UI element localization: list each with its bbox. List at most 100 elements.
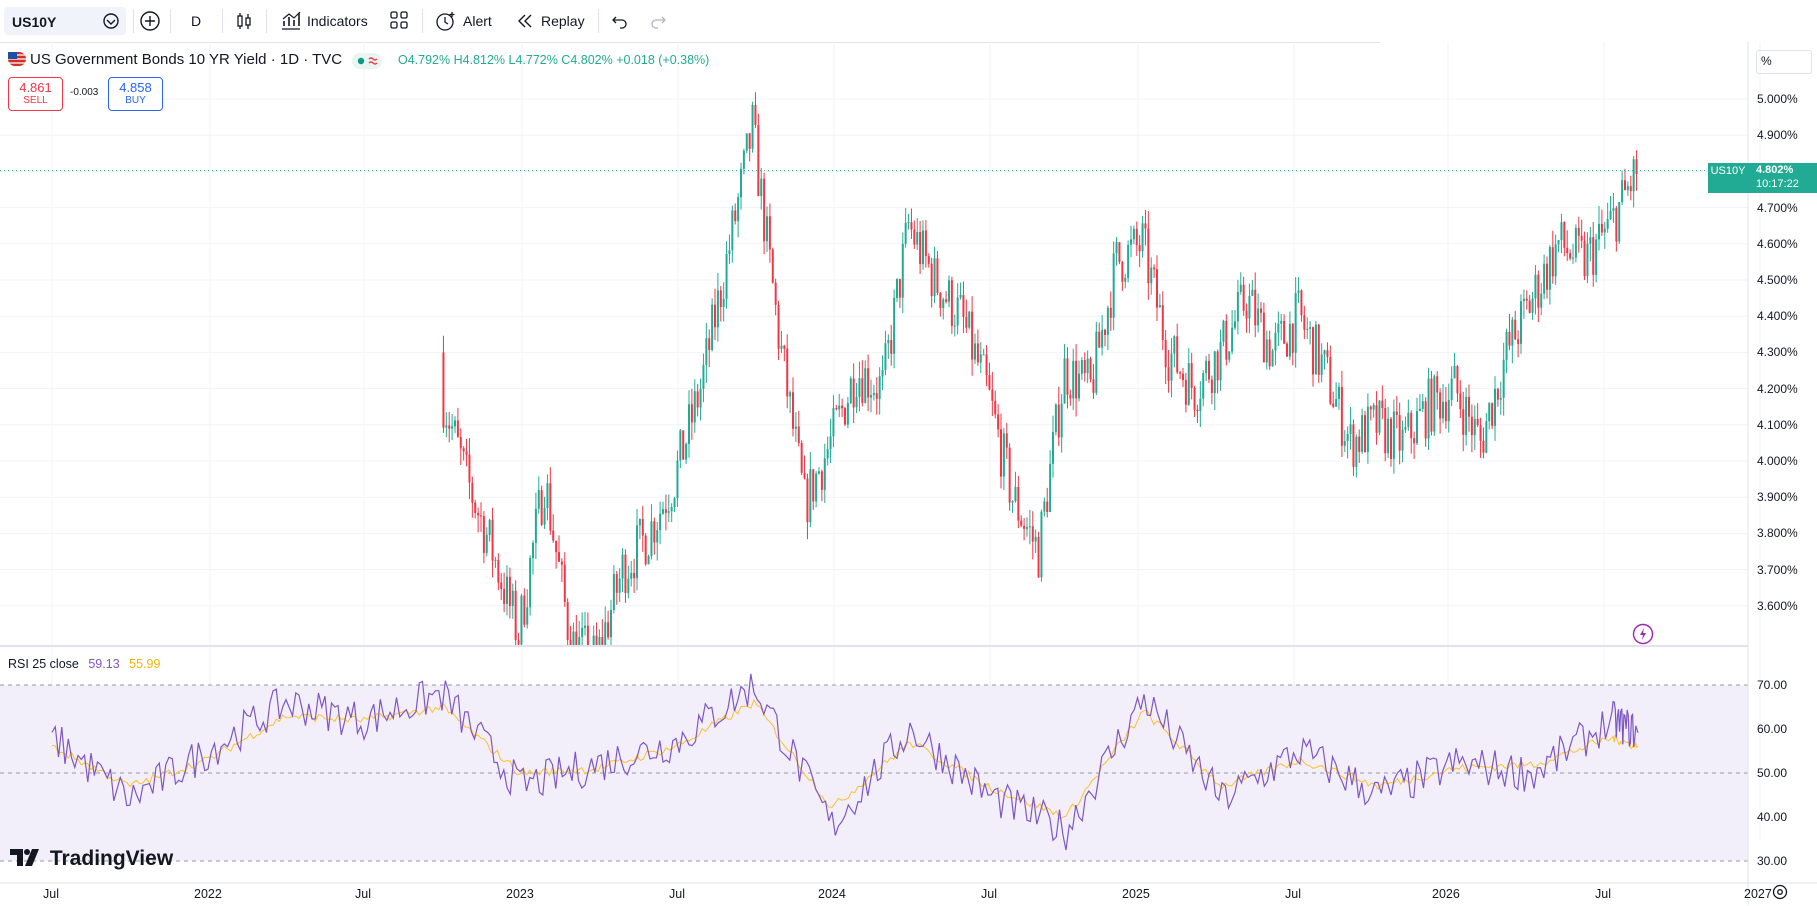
market-status-badge[interactable] bbox=[352, 53, 382, 69]
candle-body bbox=[1150, 267, 1153, 284]
replay-icon[interactable] bbox=[515, 11, 535, 36]
toolbar-separator bbox=[133, 9, 134, 33]
candle-body bbox=[942, 299, 945, 309]
candle-body bbox=[1297, 290, 1300, 294]
candles-icon[interactable] bbox=[233, 10, 255, 37]
candle-body bbox=[913, 229, 916, 245]
time-tick-label: 2026 bbox=[1432, 887, 1460, 901]
candle-body bbox=[1421, 401, 1424, 409]
candle-body bbox=[832, 408, 835, 437]
candle-body bbox=[803, 472, 806, 479]
candle-body bbox=[1000, 429, 1002, 477]
candle-body bbox=[988, 375, 991, 390]
sell-button[interactable]: 4.861 SELL bbox=[8, 77, 63, 111]
candle-body bbox=[1450, 378, 1453, 401]
candle-body bbox=[910, 222, 913, 230]
candle-body bbox=[1615, 208, 1618, 242]
candle-body bbox=[676, 460, 679, 499]
candle-body bbox=[636, 525, 638, 579]
settings-gear-icon[interactable] bbox=[1771, 883, 1789, 906]
candle-body bbox=[514, 590, 517, 640]
candle-body bbox=[971, 311, 974, 360]
chart-canvas[interactable] bbox=[0, 42, 1817, 905]
candle-body bbox=[809, 469, 812, 523]
symbol-search-box[interactable] bbox=[4, 7, 126, 35]
candle-body bbox=[1228, 351, 1231, 360]
indicators-button[interactable]: Indicators bbox=[307, 13, 368, 29]
spread-value: -0.003 bbox=[70, 87, 99, 98]
alert-clock-icon[interactable] bbox=[434, 9, 458, 38]
price-tick-label: 3.900% bbox=[1757, 490, 1798, 505]
candle-body bbox=[1277, 323, 1280, 333]
candle-body bbox=[1603, 228, 1606, 233]
layouts-grid-icon[interactable] bbox=[388, 9, 410, 36]
candle-body bbox=[893, 297, 896, 354]
tradingview-logo[interactable]: TradingView bbox=[10, 847, 173, 871]
candle-body bbox=[711, 304, 714, 350]
candle-body bbox=[968, 311, 971, 328]
candle-body bbox=[904, 222, 907, 244]
candle-body bbox=[1609, 210, 1612, 219]
candle-body bbox=[1075, 360, 1078, 399]
candle-body bbox=[1378, 400, 1381, 433]
interval-button[interactable]: D bbox=[191, 13, 202, 29]
candle-body bbox=[806, 478, 809, 523]
candle-body bbox=[482, 515, 485, 553]
candle-body bbox=[1028, 526, 1031, 528]
buy-button[interactable]: 4.858 BUY bbox=[108, 77, 163, 111]
candle-body bbox=[1511, 319, 1514, 346]
candle-body bbox=[1043, 501, 1046, 512]
candle-body bbox=[641, 518, 644, 536]
redo-icon[interactable] bbox=[648, 11, 668, 36]
candle-body bbox=[1488, 403, 1491, 422]
candle-body bbox=[1170, 353, 1173, 381]
candle-body bbox=[569, 639, 572, 646]
candle-body bbox=[1473, 418, 1476, 436]
candle-body bbox=[572, 631, 575, 646]
broker-icon[interactable] bbox=[101, 11, 121, 36]
us-flag-icon bbox=[8, 52, 26, 71]
add-symbol-icon[interactable] bbox=[139, 10, 161, 37]
candle-body bbox=[1517, 339, 1520, 344]
candle-body bbox=[844, 408, 846, 425]
candles-series bbox=[442, 92, 1638, 646]
replay-button[interactable]: Replay bbox=[541, 13, 585, 29]
candle-body bbox=[1072, 360, 1075, 399]
candle-body bbox=[870, 395, 872, 398]
candle-body bbox=[1358, 436, 1361, 452]
candle-body bbox=[1340, 387, 1343, 446]
alert-button[interactable]: Alert bbox=[463, 13, 492, 29]
candle-body bbox=[454, 420, 456, 427]
candle-body bbox=[994, 400, 997, 415]
candle-body bbox=[867, 368, 870, 398]
candle-body bbox=[1540, 293, 1543, 308]
symbol-title[interactable]: US Government Bonds 10 YR Yield · 1D · T… bbox=[30, 51, 343, 68]
candle-body bbox=[500, 582, 503, 589]
candle-body bbox=[878, 376, 881, 399]
candle-body bbox=[1372, 405, 1375, 410]
candle-body bbox=[797, 426, 800, 444]
indicators-icon[interactable] bbox=[279, 9, 303, 38]
candle-body bbox=[768, 216, 771, 250]
lightning-icon[interactable] bbox=[1632, 623, 1654, 650]
undo-icon[interactable] bbox=[610, 11, 630, 36]
rsi-legend[interactable]: RSI 25 close 59.13 55.99 bbox=[8, 657, 160, 671]
candle-body bbox=[1280, 320, 1283, 324]
price-tick-label: 3.800% bbox=[1757, 526, 1798, 541]
scale-unit-button[interactable]: % bbox=[1756, 50, 1812, 74]
candle-body bbox=[1098, 331, 1101, 348]
candle-body bbox=[662, 509, 664, 514]
toolbar-separator bbox=[222, 9, 223, 33]
candle-body bbox=[1618, 202, 1621, 242]
candle-body bbox=[1124, 277, 1127, 282]
candle-body bbox=[1346, 433, 1349, 441]
candle-body bbox=[1205, 360, 1208, 374]
candle-body bbox=[1248, 295, 1251, 319]
candle-body bbox=[1424, 401, 1427, 439]
toolbar-separator bbox=[598, 9, 599, 33]
candle-body bbox=[1052, 432, 1054, 464]
candle-body bbox=[1401, 429, 1404, 451]
candle-body bbox=[1066, 358, 1069, 395]
candle-body bbox=[1384, 407, 1387, 454]
candle-body bbox=[1222, 320, 1225, 342]
